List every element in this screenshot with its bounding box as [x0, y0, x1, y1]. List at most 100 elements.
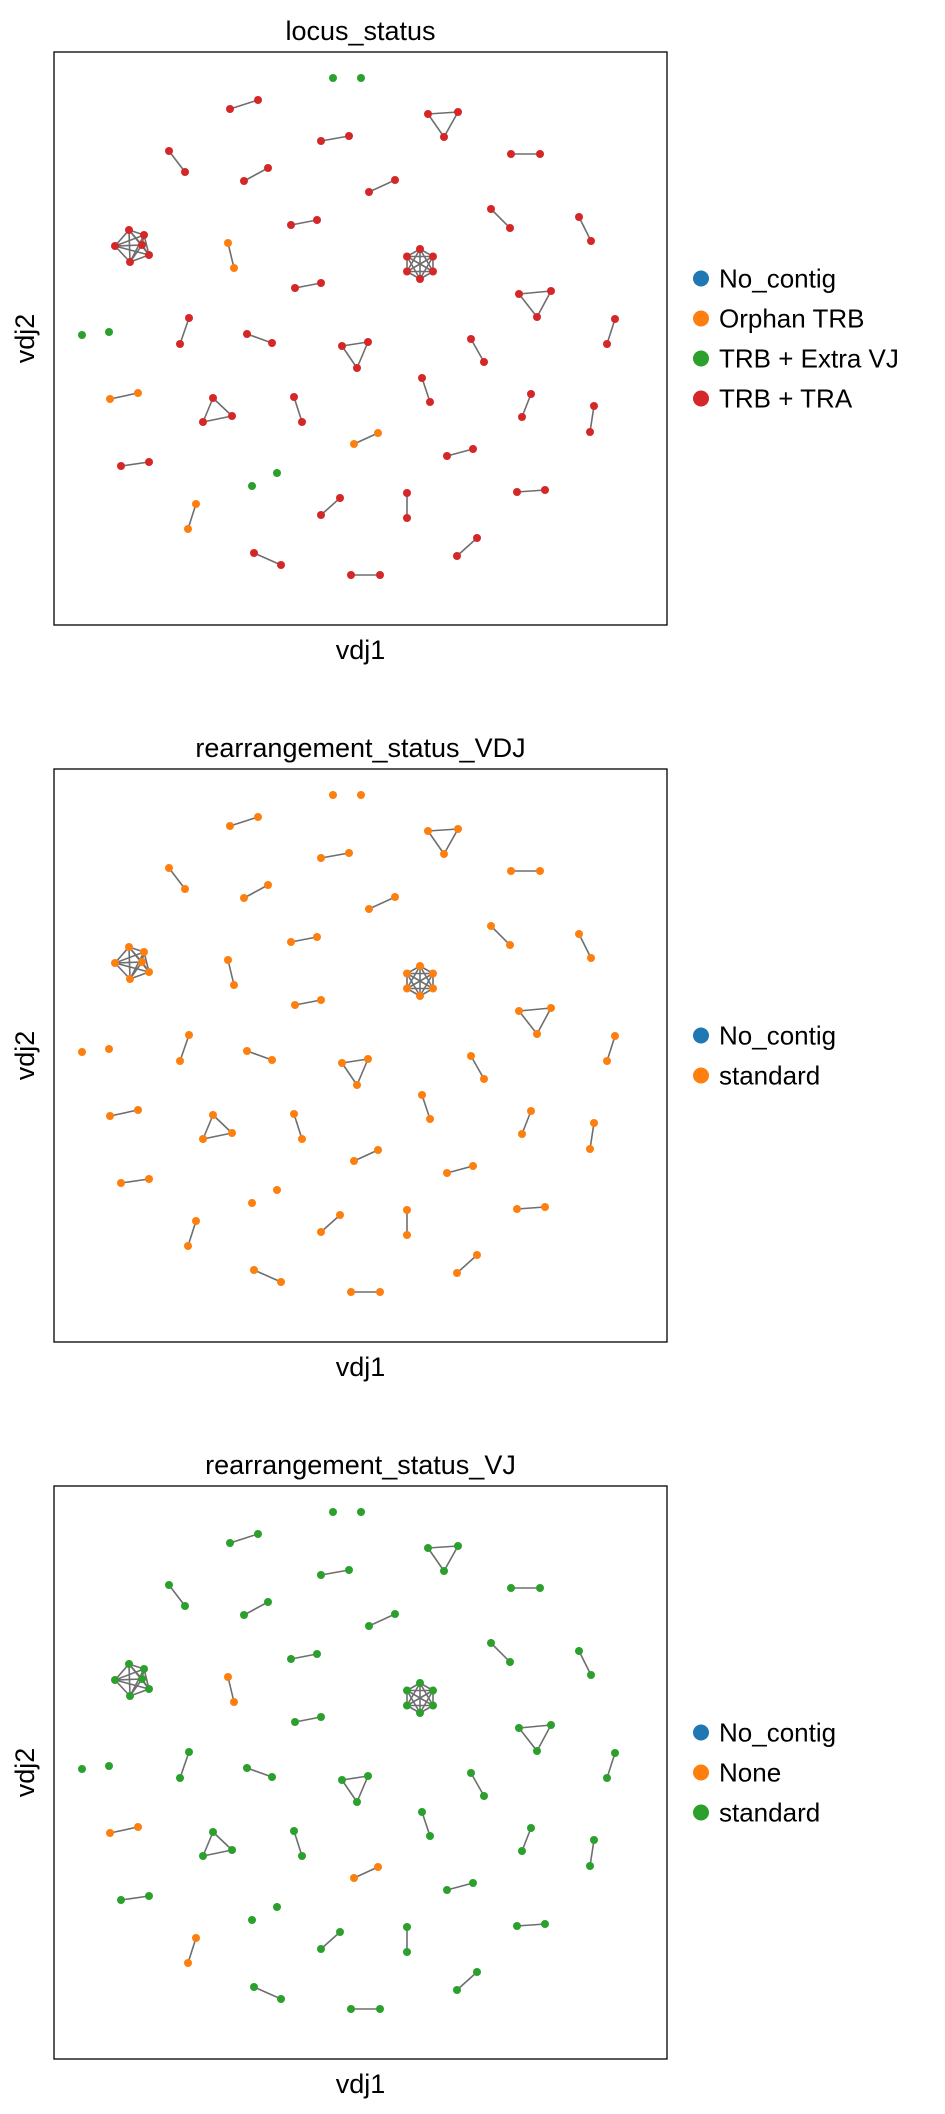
cell-node [248, 1199, 256, 1207]
cell-node [416, 962, 424, 970]
network-edge [490, 925, 511, 946]
network-edge [456, 1254, 478, 1274]
cell-node [134, 389, 142, 397]
cell-node [506, 224, 514, 232]
network-edge [427, 830, 445, 855]
cell-node [575, 213, 583, 221]
network-edge [341, 1058, 369, 1064]
cell-node [181, 1602, 189, 1610]
cell-node [277, 561, 285, 569]
network-edge [521, 1110, 532, 1135]
network-edge [212, 1114, 233, 1134]
cell-node [513, 1205, 521, 1213]
cell-node [338, 1059, 346, 1067]
cell-node [374, 429, 382, 437]
cell-node [365, 188, 373, 196]
cell-node [105, 1762, 113, 1770]
cell-node [467, 335, 475, 343]
cell-node [291, 284, 299, 292]
cell-node [443, 1886, 451, 1894]
plot-frame [53, 1485, 668, 2060]
cell-node [418, 1091, 426, 1099]
network-edge [536, 1007, 552, 1035]
network-edge [341, 1779, 358, 1803]
legend-marker [693, 1804, 709, 1821]
network-edge [578, 216, 592, 242]
cell-node [426, 1832, 434, 1840]
network-edge [294, 999, 322, 1006]
y-axis-label: vdj2 [10, 1748, 40, 1798]
cell-node [350, 440, 358, 448]
cell-node [536, 1584, 544, 1592]
cell-node [287, 938, 295, 946]
network-edge [406, 1689, 434, 1707]
cell-node [443, 1169, 451, 1177]
network-edge [606, 318, 616, 345]
cell-node [254, 96, 262, 104]
cell-node [513, 1922, 521, 1930]
network-edge [320, 1931, 341, 1950]
network-edge [320, 852, 350, 859]
cell-node [111, 959, 119, 967]
x-axis-label: vdj1 [336, 2069, 386, 2099]
network-edge [470, 338, 485, 363]
network-edge [353, 1866, 379, 1879]
cell-node [250, 1266, 258, 1274]
network-edge [114, 961, 143, 964]
cell-node [230, 1698, 238, 1706]
cell-node [353, 1081, 361, 1089]
cell-node [376, 2005, 384, 2013]
cell-node [138, 958, 146, 966]
legend-marker [693, 1764, 709, 1781]
cell-node [536, 867, 544, 875]
cell-node [338, 342, 346, 350]
cell-node [527, 390, 535, 398]
cell-node [364, 338, 372, 346]
cell-node [134, 1106, 142, 1114]
cell-node [416, 245, 424, 253]
cell-node [541, 486, 549, 494]
cell-node [145, 968, 153, 976]
cell-node [250, 1983, 258, 1991]
network-edge [589, 1839, 595, 1867]
cell-node [506, 1658, 514, 1666]
cell-node [290, 1110, 298, 1118]
panel-2: rearrangement_status_VDJ vdj1 vdj2 No_conti… [10, 733, 836, 1382]
cell-node [586, 1145, 594, 1153]
y-axis-label: vdj2 [10, 1031, 40, 1081]
network-edge [456, 537, 478, 557]
network-edge [516, 1923, 546, 1927]
cell-node [336, 1211, 344, 1219]
cell-node [587, 237, 595, 245]
network-edge [341, 345, 358, 369]
cell-node [590, 1119, 598, 1127]
cell-node [78, 1765, 86, 1773]
network-edge [227, 959, 235, 986]
network-edge [521, 1827, 532, 1852]
network-edge [341, 1775, 369, 1781]
cell-node [287, 1655, 295, 1663]
network-edge [518, 290, 552, 295]
network-edge [490, 208, 511, 229]
network-edge [109, 392, 139, 400]
network-edge [421, 1811, 431, 1837]
network-edge [353, 1149, 379, 1162]
network-edge [253, 1269, 282, 1283]
cell-node [298, 1852, 306, 1860]
cell-node [176, 1057, 184, 1065]
network-edge [202, 1132, 233, 1140]
cell-node [403, 984, 412, 993]
cell-node [547, 1721, 555, 1729]
network-edge [227, 1676, 235, 1703]
network-edge [427, 111, 459, 115]
network-edge [490, 1642, 511, 1663]
cell-node [443, 452, 451, 460]
cell-node [547, 287, 555, 295]
network-edge [187, 1937, 197, 1964]
cell-node [192, 1934, 200, 1942]
legend-marker [693, 1724, 709, 1741]
cell-node [228, 1129, 236, 1137]
cell-node [336, 1928, 344, 1936]
network-edge [518, 1724, 552, 1729]
cell-node [291, 1001, 299, 1009]
